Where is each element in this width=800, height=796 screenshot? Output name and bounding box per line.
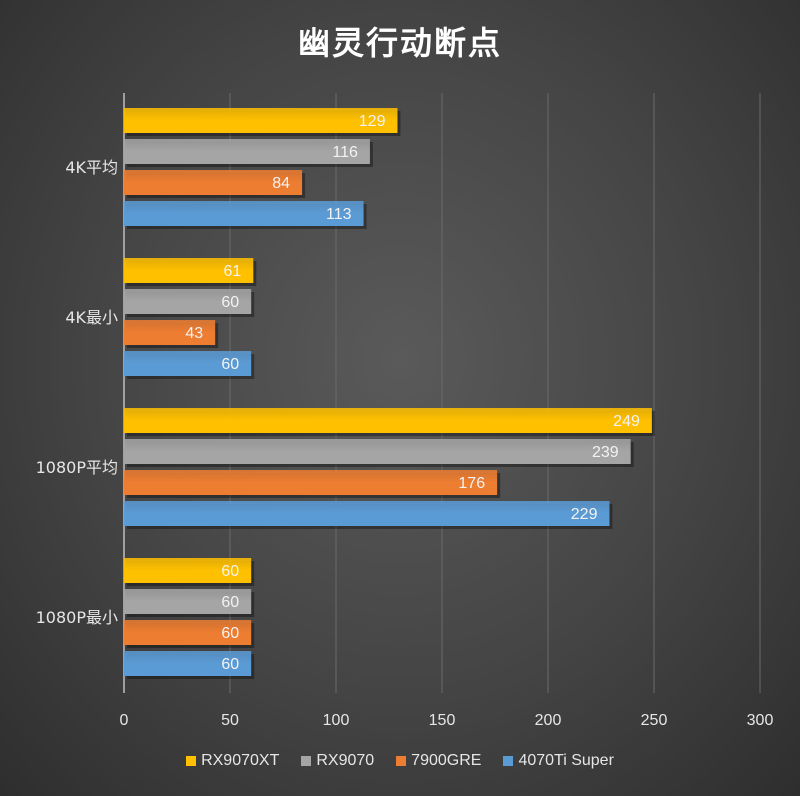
category-label: 4K最小 xyxy=(65,308,118,327)
data-label: 60 xyxy=(221,625,239,642)
legend-swatch xyxy=(186,756,197,766)
data-label: 60 xyxy=(221,594,239,611)
legend-label: RX9070XT xyxy=(201,752,280,769)
x-tick-label: 0 xyxy=(120,712,129,729)
data-label: 239 xyxy=(592,444,619,461)
category-label: 4K平均 xyxy=(65,158,118,177)
data-label: 60 xyxy=(221,656,239,673)
legend-swatch xyxy=(301,756,312,766)
bar xyxy=(124,139,370,164)
x-tick-label: 150 xyxy=(429,712,456,729)
legend-swatch xyxy=(396,756,407,766)
data-label: 61 xyxy=(224,263,242,280)
bar xyxy=(124,620,252,645)
data-label: 116 xyxy=(332,144,358,161)
bar xyxy=(124,289,252,314)
data-label: 113 xyxy=(326,206,352,223)
legend-item: 4070Ti Super xyxy=(503,752,614,770)
bar xyxy=(124,501,610,526)
bar xyxy=(124,439,631,464)
bar xyxy=(124,108,398,133)
chart-title: 幽灵行动断点 xyxy=(297,24,502,62)
data-label: 60 xyxy=(221,563,239,580)
x-tick-label: 50 xyxy=(221,712,239,729)
bar xyxy=(124,558,252,583)
x-tick-label: 200 xyxy=(535,712,562,729)
legend-item: RX9070XT xyxy=(186,752,279,770)
legend-label: RX9070 xyxy=(316,752,375,769)
data-label: 60 xyxy=(221,294,239,311)
legend-item: RX9070 xyxy=(301,752,374,770)
data-label: 229 xyxy=(571,506,598,523)
bar xyxy=(124,201,364,226)
bar xyxy=(124,320,216,345)
legend-item: 7900GRE xyxy=(396,752,481,770)
category-label: 1080P最小 xyxy=(36,608,118,627)
x-tick-label: 300 xyxy=(747,712,774,729)
data-label: 60 xyxy=(221,356,239,373)
data-label: 129 xyxy=(359,113,386,130)
bar xyxy=(124,651,252,676)
bar xyxy=(124,170,303,195)
data-label: 43 xyxy=(185,325,203,342)
data-label: 249 xyxy=(613,413,640,430)
legend-label: 7900GRE xyxy=(411,752,482,769)
legend-swatch xyxy=(503,756,514,766)
bar xyxy=(124,589,252,614)
x-tick-label: 100 xyxy=(323,712,350,729)
bar xyxy=(124,470,498,495)
bar xyxy=(124,258,254,283)
x-tick-label: 250 xyxy=(641,712,668,729)
legend: RX9070XT RX9070 7900GRE 4070Ti Super xyxy=(0,752,800,770)
data-label: 176 xyxy=(458,475,485,492)
bar xyxy=(124,408,652,433)
legend-label: 4070Ti Super xyxy=(518,752,614,769)
bar xyxy=(124,351,252,376)
category-label: 1080P平均 xyxy=(36,458,118,477)
data-label: 84 xyxy=(272,175,290,192)
